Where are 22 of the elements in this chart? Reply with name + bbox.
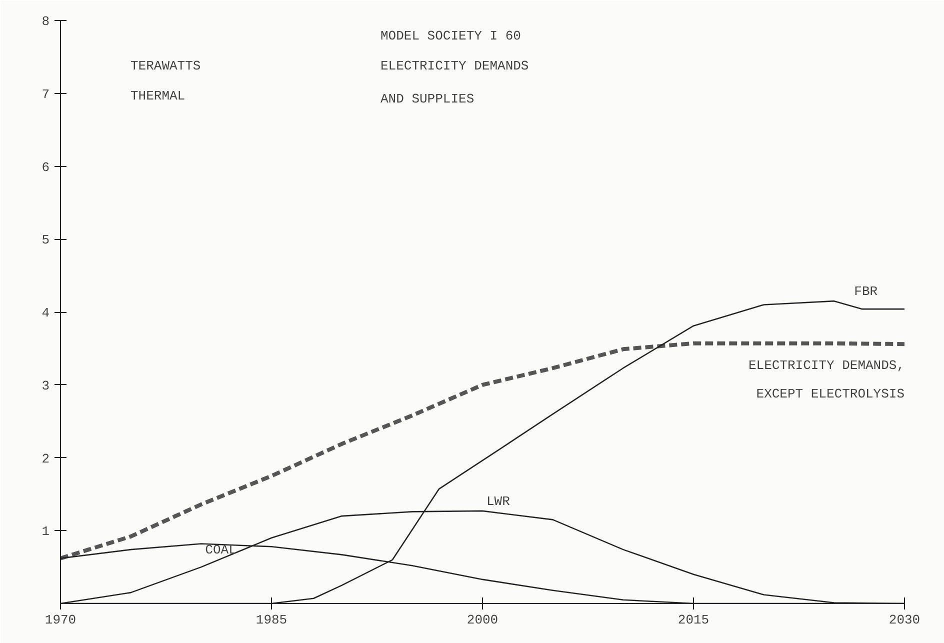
series-label: ELECTRICITY DEMANDS, EXCEPT ELECTROLYSIS (748, 358, 905, 402)
text: MODEL SOCIETY I 60 (380, 28, 521, 44)
y-axis-title: TERAWATTS (130, 58, 201, 74)
series-label: FBR (854, 284, 878, 300)
x-tick-label: 1985 (256, 612, 288, 628)
series-label: COAL (205, 542, 236, 558)
y-tick-label: 6 (42, 160, 50, 175)
x-tick-label: 2015 (678, 612, 710, 628)
x-tick-label: 2030 (888, 612, 920, 628)
y-tick-label: 7 (42, 86, 50, 102)
y-tick-label: 5 (42, 232, 50, 248)
x-tick-label: 1970 (44, 612, 76, 628)
y-tick-label: 4 (42, 306, 50, 320)
x-tick-label: 2000 (466, 612, 498, 628)
text: ELECTRICITY DEMANDS AND SUPPLIES (380, 58, 529, 106)
y-tick-label: 8 (42, 14, 50, 29)
y-tick-label: 3 (42, 378, 50, 394)
annotation: THERMAL (130, 88, 186, 104)
y-tick-label: 2 (42, 451, 50, 466)
series-label: LWR (486, 494, 510, 509)
y-tick-label: 1 (42, 524, 50, 540)
line-series (60, 341, 904, 560)
